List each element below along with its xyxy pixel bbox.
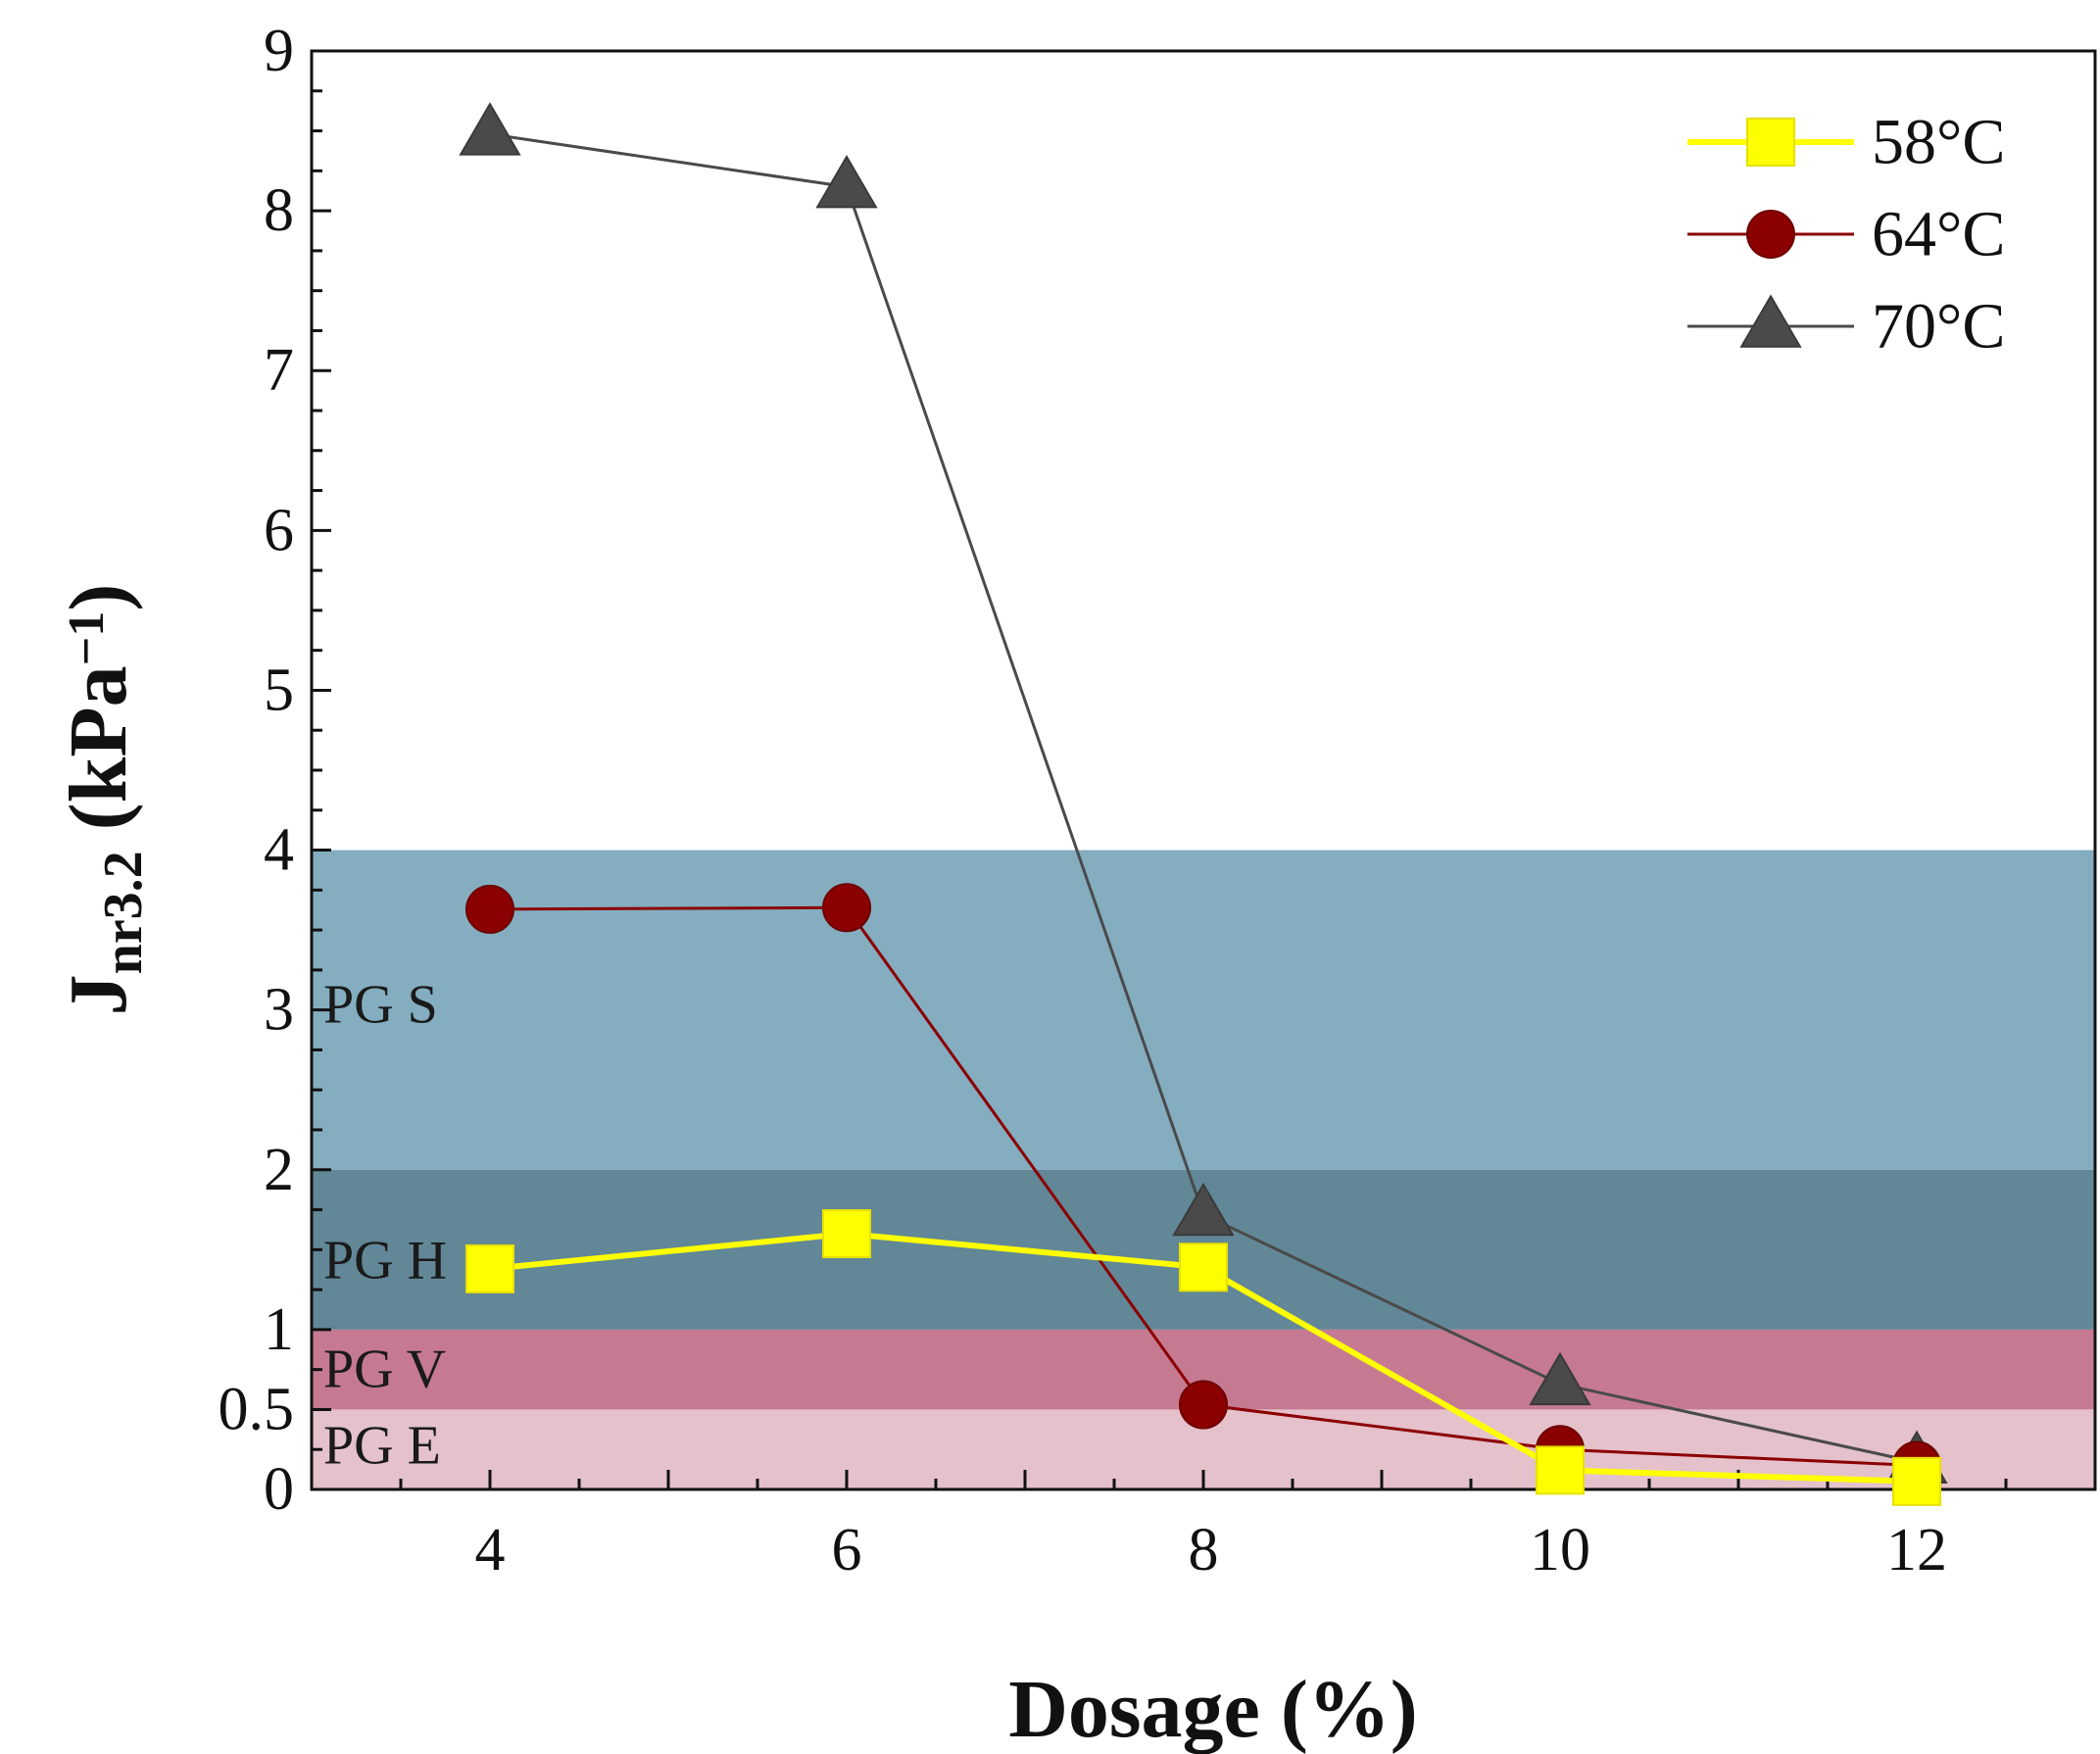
y-axis-title-unit-prefix: (kPa: [53, 665, 144, 851]
axis-ticks: [310, 49, 2097, 1491]
data-point-58c: [1179, 1242, 1228, 1292]
y-tick-label: 3: [264, 977, 294, 1044]
legend-entry-70c: 70°C: [1687, 291, 2005, 363]
y-axis-title-subscript: nr3.2: [93, 851, 154, 974]
svg-text:Jnr3.2 (kPa−1): Jnr3.2 (kPa−1): [53, 584, 154, 1016]
data-point-70c: [1529, 1351, 1591, 1406]
x-tick-label: 10: [1530, 1517, 1590, 1583]
y-tick-label: 7: [264, 337, 294, 404]
data-point-58c: [1536, 1445, 1585, 1495]
legend: 58°C 64°C 70°C: [1687, 107, 2005, 363]
data-point-64c: [1179, 1380, 1228, 1430]
y-tick-label: 4: [264, 817, 294, 884]
y-tick-label: 0.5: [219, 1376, 295, 1442]
x-tick-label: 8: [1189, 1517, 1219, 1583]
y-tick-label: 0: [264, 1456, 294, 1523]
band-label-pg-e: PG E: [323, 1416, 441, 1477]
y-tick-label: 8: [264, 177, 294, 244]
data-point-58c: [1892, 1456, 1941, 1506]
pg-band-labels: PG S PG H PG V PG E: [323, 975, 447, 1477]
x-tick-label: 6: [832, 1517, 862, 1583]
data-point-64c: [822, 883, 871, 933]
data-point-58c: [465, 1243, 514, 1293]
legend-entry-58c: 58°C: [1687, 107, 2005, 178]
y-axis-title: Jnr3.2 (kPa−1): [53, 584, 154, 1016]
legend-marker-70c: [1739, 294, 1802, 348]
data-point-58c: [822, 1209, 871, 1259]
y-axis-title-unit-suffix: ): [53, 584, 144, 611]
series: [459, 102, 1948, 1506]
legend-entry-64c: 64°C: [1687, 199, 2005, 270]
y-tick-label: 6: [264, 497, 294, 563]
y-tick-label: 2: [264, 1137, 294, 1203]
legend-marker-64c: [1746, 210, 1795, 259]
band-label-pg-h: PG H: [323, 1230, 447, 1291]
y-tick-label: 1: [264, 1296, 294, 1363]
y-tick-labels: 0 0.5 1 2 3 4 5 6 7 8 9: [219, 18, 295, 1523]
x-tick-label: 4: [475, 1517, 506, 1583]
x-tick-labels: 4 6 8 10 12: [475, 1517, 1948, 1583]
series-58c: [465, 1209, 1941, 1506]
legend-label-64c: 64°C: [1872, 199, 2005, 270]
data-point-70c: [1172, 1182, 1235, 1237]
data-point-70c: [459, 102, 521, 156]
y-tick-label: 5: [264, 657, 294, 723]
data-point-64c: [465, 884, 514, 934]
legend-label-58c: 58°C: [1872, 107, 2005, 178]
band-label-pg-s: PG S: [323, 975, 438, 1036]
band-label-pg-v: PG V: [323, 1339, 446, 1399]
x-axis-title: Dosage (%): [1008, 1664, 1418, 1754]
y-axis-title-superscript: −1: [59, 611, 115, 666]
y-axis-title-main: J: [53, 974, 144, 1015]
legend-label-70c: 70°C: [1872, 291, 2005, 363]
band-pg-s: [312, 850, 2095, 1170]
x-tick-label: 12: [1886, 1517, 1947, 1583]
data-point-70c: [815, 155, 878, 209]
legend-marker-58c: [1746, 118, 1795, 167]
y-tick-label: 9: [264, 18, 294, 84]
